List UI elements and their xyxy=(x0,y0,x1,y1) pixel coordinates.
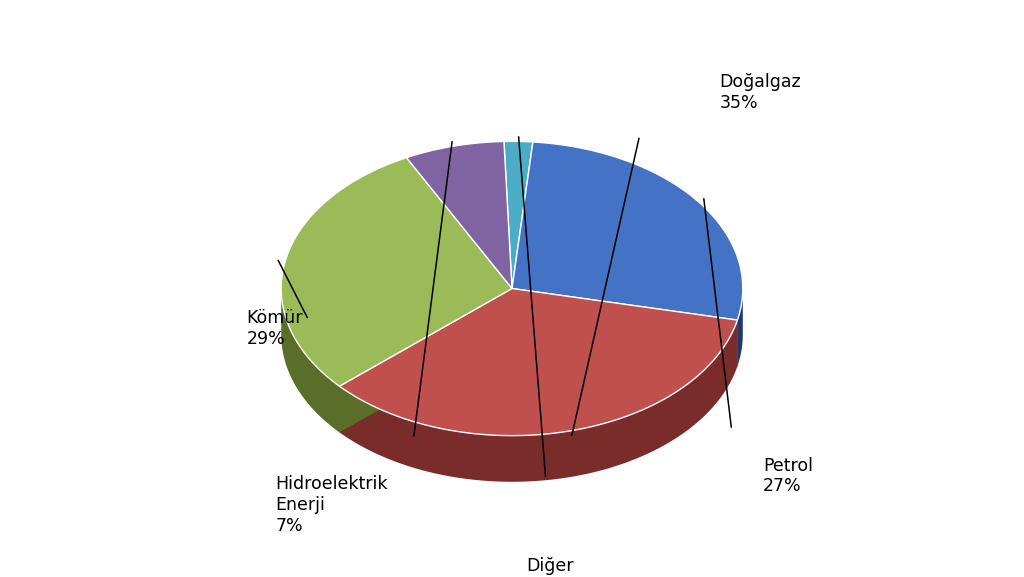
Text: Doğalgaz
35%: Doğalgaz 35% xyxy=(720,73,802,112)
Text: Diğer
Yenilenebilir
Enerji
Kaynakları
2%: Diğer Yenilenebilir Enerji Kaynakları 2% xyxy=(497,557,602,577)
Polygon shape xyxy=(512,288,737,366)
Polygon shape xyxy=(282,158,512,386)
Polygon shape xyxy=(339,320,737,482)
Polygon shape xyxy=(737,288,742,366)
Polygon shape xyxy=(339,288,737,436)
Text: Petrol
27%: Petrol 27% xyxy=(763,456,813,496)
Polygon shape xyxy=(282,290,339,432)
Polygon shape xyxy=(339,288,512,432)
Text: Hidroelektrik
Enerji
7%: Hidroelektrik Enerji 7% xyxy=(275,475,388,535)
Polygon shape xyxy=(504,141,532,288)
Polygon shape xyxy=(512,142,742,320)
Polygon shape xyxy=(339,288,512,432)
Polygon shape xyxy=(512,288,737,366)
Polygon shape xyxy=(407,141,512,288)
Text: Kömür
29%: Kömür 29% xyxy=(247,309,303,349)
